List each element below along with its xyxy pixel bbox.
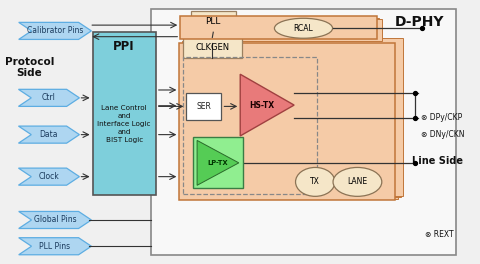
Bar — [180, 16, 377, 39]
Text: D-PHY: D-PHY — [395, 15, 444, 29]
Ellipse shape — [296, 167, 335, 196]
Text: ⊗ DPy/CKP: ⊗ DPy/CKP — [420, 113, 462, 122]
Text: Ctrl: Ctrl — [42, 93, 56, 102]
Text: PLL Pins: PLL Pins — [39, 242, 71, 251]
Polygon shape — [18, 89, 79, 106]
Text: Protocol
Side: Protocol Side — [5, 57, 54, 78]
Bar — [183, 37, 241, 58]
Text: TX: TX — [310, 177, 320, 186]
Text: ⊗ DNy/CKN: ⊗ DNy/CKN — [420, 130, 464, 139]
Text: SER: SER — [196, 102, 211, 111]
Text: LANE: LANE — [348, 177, 368, 186]
Bar — [185, 40, 400, 197]
Bar — [185, 19, 382, 41]
Bar — [183, 57, 317, 194]
Text: Line Side: Line Side — [412, 156, 463, 166]
Text: Clock: Clock — [38, 172, 60, 181]
Ellipse shape — [333, 167, 382, 196]
Polygon shape — [197, 140, 239, 185]
Polygon shape — [18, 126, 79, 143]
Polygon shape — [19, 211, 91, 229]
Polygon shape — [19, 22, 91, 39]
Text: Data: Data — [40, 130, 58, 139]
Bar — [151, 8, 456, 256]
Text: PPI: PPI — [113, 40, 135, 53]
Text: Global Pins: Global Pins — [34, 215, 76, 224]
Text: CLKGEN: CLKGEN — [195, 44, 229, 53]
Text: PLL: PLL — [205, 17, 221, 26]
Polygon shape — [240, 74, 294, 136]
Bar — [182, 41, 398, 199]
Polygon shape — [18, 168, 79, 185]
Bar — [186, 93, 221, 120]
Bar — [191, 11, 236, 32]
Ellipse shape — [275, 18, 333, 38]
Bar — [188, 38, 403, 196]
Text: LP-TX: LP-TX — [208, 160, 228, 166]
Bar — [179, 43, 395, 200]
Text: Calibrator Pins: Calibrator Pins — [27, 26, 83, 35]
Text: RCAL: RCAL — [294, 24, 313, 33]
Bar — [193, 137, 242, 188]
Polygon shape — [19, 238, 91, 255]
Bar — [93, 32, 156, 195]
Text: Lane Control
and
Interface Logic
and
BIST Logic: Lane Control and Interface Logic and BIS… — [97, 105, 151, 143]
Text: ⊗ REXT: ⊗ REXT — [425, 230, 454, 239]
Bar — [182, 18, 380, 40]
Text: HS-TX: HS-TX — [249, 101, 275, 110]
